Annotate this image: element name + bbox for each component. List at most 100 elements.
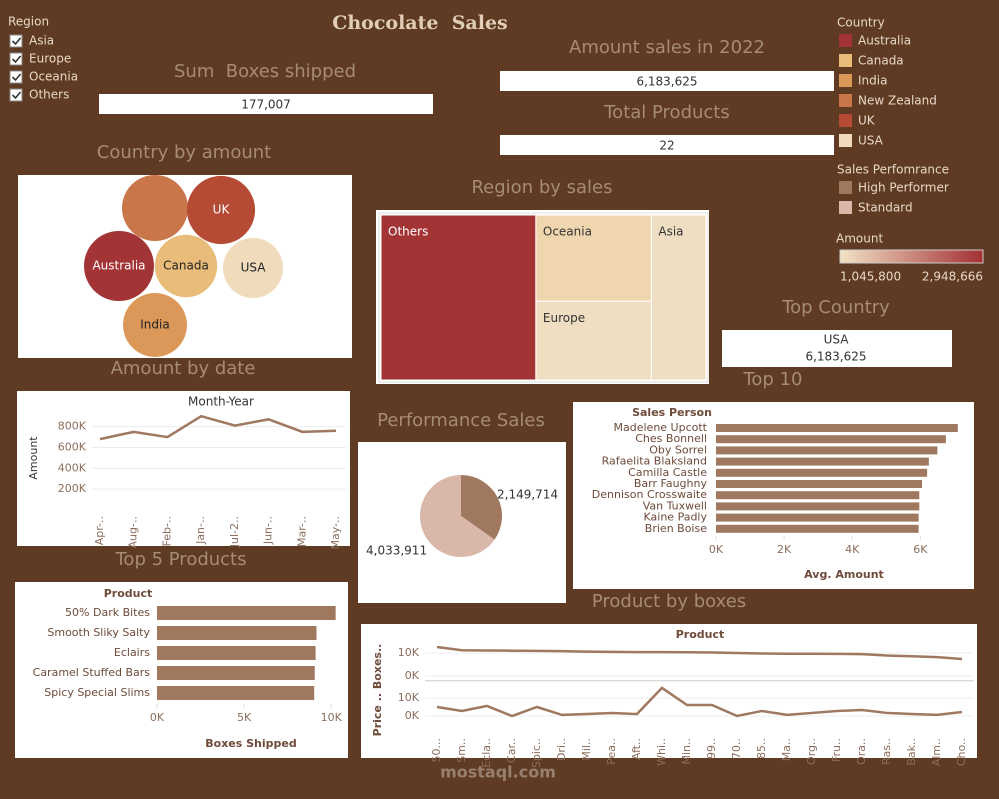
pie-value-label: 2,149,714 bbox=[497, 488, 558, 502]
legend-item: Australia bbox=[858, 34, 911, 48]
x-tick-label: 85.. bbox=[755, 738, 768, 759]
pie-slice bbox=[420, 475, 495, 557]
x-tick-label: 70.. bbox=[730, 738, 743, 759]
x-tick-label: Fru.. bbox=[830, 738, 843, 762]
checkbox[interactable] bbox=[9, 70, 23, 84]
bar bbox=[157, 626, 317, 640]
check-mark bbox=[11, 37, 22, 46]
x-tick-label: Mar-.. bbox=[295, 516, 308, 547]
filter-item[interactable]: Asia bbox=[29, 34, 54, 48]
kpi-label: Sum Boxes shipped bbox=[174, 61, 356, 82]
x-tick-label: Min.. bbox=[680, 738, 693, 765]
legend-title: Amount bbox=[836, 232, 883, 246]
bar bbox=[716, 468, 928, 477]
category-label: Brien Boise bbox=[645, 522, 707, 535]
legend-swatch bbox=[839, 201, 852, 214]
checkbox[interactable] bbox=[9, 34, 23, 48]
category-axis-title: Sales Person bbox=[632, 406, 712, 419]
legend-item: USA bbox=[858, 134, 884, 148]
bar bbox=[157, 606, 336, 620]
x-tick-label: Dri.. bbox=[555, 738, 568, 761]
treemap-label: Europe bbox=[543, 311, 585, 325]
checkbox[interactable] bbox=[9, 88, 23, 102]
category-label: Smooth Sliky Salty bbox=[47, 626, 150, 639]
legend-swatch bbox=[839, 181, 852, 194]
kpi-value: 22 bbox=[659, 139, 674, 153]
panel-frame bbox=[378, 212, 709, 383]
legend-item: UK bbox=[858, 114, 876, 128]
x-tick-label: 6K bbox=[913, 543, 928, 556]
category-label: Spicy Special Slims bbox=[44, 686, 150, 699]
bubble bbox=[223, 238, 283, 298]
legend-item: Standard bbox=[858, 201, 913, 215]
filter-item[interactable]: Others bbox=[29, 88, 69, 102]
kpi-box bbox=[722, 330, 952, 367]
category-label: Dennison Crosswaite bbox=[592, 488, 707, 501]
treemap-cell bbox=[535, 300, 652, 381]
x-tick-label: Aft.. bbox=[630, 738, 643, 760]
bubble bbox=[121, 174, 189, 242]
y-tick-label: 0K bbox=[405, 669, 420, 682]
kpi-box bbox=[500, 71, 834, 91]
kpi-value: USA bbox=[824, 333, 850, 347]
x-tick-label: Car.. bbox=[505, 738, 518, 763]
bar bbox=[716, 502, 920, 511]
x-tick-label: 50... bbox=[430, 738, 443, 763]
x-tick-label: May-.. bbox=[329, 516, 342, 550]
y-axis-title: Amount bbox=[27, 436, 40, 480]
legend-min: 1,045,800 bbox=[840, 270, 901, 284]
bubble-label: Canada bbox=[163, 259, 209, 273]
legend-swatch bbox=[839, 94, 852, 107]
treemap-cell bbox=[380, 214, 537, 381]
x-tick-label: Org.. bbox=[805, 738, 818, 765]
bubble bbox=[186, 175, 256, 245]
y-axis-title: Price .. Boxes.. bbox=[371, 644, 384, 737]
kpi-value: 6,183,625 bbox=[636, 75, 697, 89]
checkbox[interactable] bbox=[9, 52, 23, 66]
x-tick-label: Bak.. bbox=[905, 738, 918, 766]
legend-swatch bbox=[839, 74, 852, 87]
x-tick-label: Ma.. bbox=[780, 738, 793, 761]
x-tick-label: Jul-2.. bbox=[228, 516, 241, 548]
legend-item: Canada bbox=[858, 54, 904, 68]
bar bbox=[716, 424, 958, 432]
legend-title: Country bbox=[837, 16, 885, 30]
check-mark bbox=[11, 55, 22, 64]
chart-title: Top 5 Products bbox=[115, 549, 247, 570]
chart-title: Product by boxes bbox=[592, 591, 746, 612]
filter-item[interactable]: Oceania bbox=[29, 70, 78, 84]
x-tick-label: Ecla.. bbox=[480, 738, 493, 768]
bar bbox=[157, 666, 315, 680]
bubble bbox=[123, 293, 187, 357]
bubble-label: Australia bbox=[92, 259, 145, 273]
bubble-label: UK bbox=[213, 203, 231, 217]
filter-item[interactable]: Europe bbox=[29, 52, 71, 66]
treemap-cell bbox=[650, 214, 707, 381]
x-tick-label: Aug-.. bbox=[127, 516, 140, 548]
bar bbox=[716, 480, 923, 488]
legend-max: 2,948,666 bbox=[922, 270, 983, 284]
panel bbox=[361, 624, 977, 758]
kpi-label: Total Products bbox=[603, 102, 729, 123]
kpi-box bbox=[500, 135, 834, 155]
x-tick-label: 10K bbox=[321, 711, 343, 724]
y-tick-label: 10K bbox=[398, 691, 420, 704]
chart-title: Performance Sales bbox=[377, 410, 545, 431]
x-tick-label: Whi.. bbox=[655, 738, 668, 766]
legend-item: India bbox=[858, 74, 887, 88]
legend-swatch bbox=[839, 114, 852, 127]
x-tick-label: Ora.. bbox=[855, 738, 868, 765]
bubble-label: India bbox=[140, 318, 169, 332]
category-label: Ches Bonnell bbox=[635, 432, 707, 445]
bubble bbox=[84, 231, 154, 301]
y-tick-label: 400K bbox=[58, 461, 87, 474]
y-tick-label: 800K bbox=[58, 420, 87, 433]
kpi-label: Amount sales in 2022 bbox=[569, 37, 765, 58]
filter-title: Region bbox=[8, 15, 49, 29]
legend-item: New Zealand bbox=[858, 94, 937, 108]
bar bbox=[716, 446, 938, 455]
chart-title: Amount by date bbox=[111, 358, 256, 379]
x-axis-title: Month-Year bbox=[188, 395, 254, 409]
line-series bbox=[436, 686, 963, 718]
